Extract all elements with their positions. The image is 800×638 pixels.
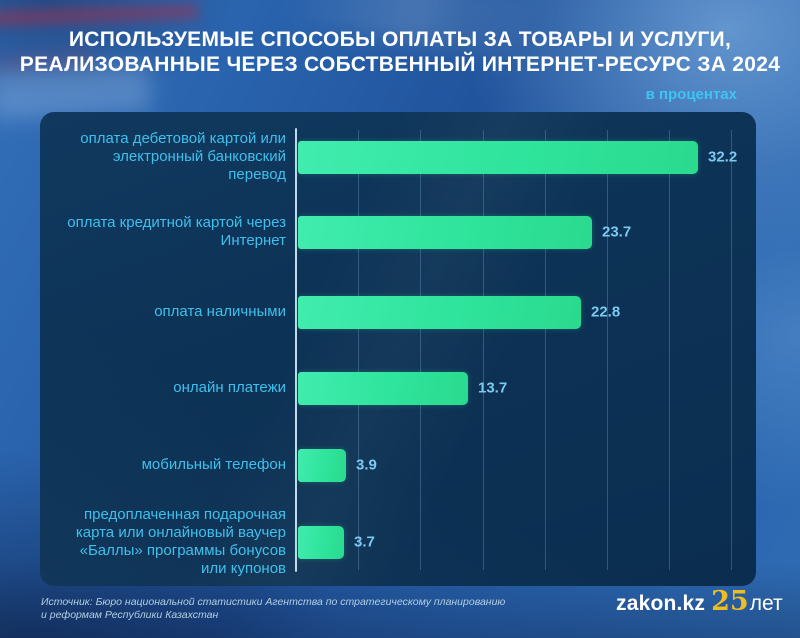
category-label: оплата наличными [40,303,286,321]
category-label: оплата кредитной картой через Интернет [40,214,286,250]
bar [298,525,344,559]
value-label: 23.7 [602,223,632,241]
page-title: ИСПОЛЬЗУЕМЫЕ СПОСОБЫ ОПЛАТЫ ЗА ТОВАРЫ И … [0,27,800,77]
axis-line [295,128,297,572]
category-label: мобильный телефон [40,456,286,474]
category-label: предоплаченная подарочная карта или онла… [40,506,286,578]
category-label-line: карта или онлайновый ваучер [75,524,286,541]
bar [298,295,581,329]
category-label-line: перевод [228,166,286,183]
value-label: 3.7 [354,533,375,551]
source-note-line1: Источник: Бюро национальной статистики А… [41,596,506,608]
source-note-line2: и реформам Республики Казахстан [41,609,219,621]
category-label: онлайн платежи [40,379,286,397]
bar [298,140,698,174]
bar [298,371,468,405]
bar-rows: оплата дебетовой картой или электронный … [40,112,756,586]
category-label-line: оплата кредитной картой через [67,214,286,231]
value-label: 3.9 [356,456,377,474]
gridline [731,130,732,570]
chart-panel: оплата дебетовой картой или электронный … [40,112,756,586]
gridline [545,130,546,570]
bar [298,215,592,249]
unit-note: в процентах [645,86,737,103]
bar [298,448,346,482]
category-label-line: «Баллы» программы бонусов [79,542,286,559]
panel-sheen [40,112,756,586]
gridline [607,130,608,570]
zakon-kz-logo: zakon.kz 25 лет [616,586,783,617]
gridline [420,130,421,570]
category-label-line: электронный банковский [112,148,286,165]
category-label: оплата дебетовой картой или электронный … [40,130,286,184]
value-label: 13.7 [478,379,508,397]
gridline [669,130,670,570]
category-label-line: оплата дебетовой картой или [80,130,286,147]
gridlines [40,130,756,570]
value-label: 22.8 [591,303,621,321]
page-title-line2: РЕАЛИЗОВАННЫЕ ЧЕРЕЗ СОБСТВЕННЫЙ ИНТЕРНЕТ… [19,53,781,76]
category-label-line: предоплаченная подарочная [84,506,286,523]
category-label-line: мобильный телефон [141,456,286,473]
logo-anniversary-25: 25 [711,586,749,617]
gridline [483,130,484,570]
category-label-line: Интернет [220,232,286,249]
gridline [358,130,359,570]
category-label-line: онлайн платежи [173,379,286,396]
value-label: 32.2 [708,148,738,166]
source-note: Источник: Бюро национальной статистики А… [41,596,505,622]
category-label-line: или купонов [201,560,286,577]
logo-brand-text: zakon.kz [616,592,706,615]
category-label-line: оплата наличными [154,303,286,320]
logo-anniversary-suffix: лет [749,592,783,615]
page-title-line1: ИСПОЛЬЗУЕМЫЕ СПОСОБЫ ОПЛАТЫ ЗА ТОВАРЫ И … [68,28,732,51]
